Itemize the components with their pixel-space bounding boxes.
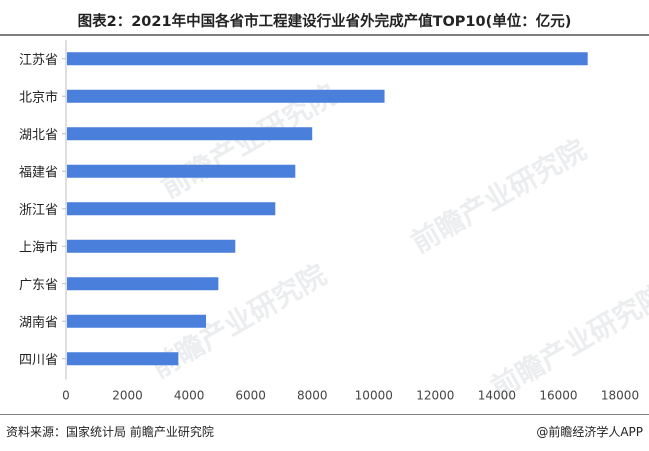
category-label: 福建省: [19, 165, 58, 180]
bar: [67, 314, 207, 328]
chart-title: 图表2：2021年中国各省市工程建设行业省外完成产值TOP10(单位：亿元): [77, 14, 572, 30]
category-label: 北京市: [19, 89, 58, 105]
bar: [67, 352, 179, 366]
brand-credit: @前瞻经济学人APP: [536, 425, 643, 439]
x-tick-label: 4000: [174, 389, 205, 403]
x-tick-label: 10000: [355, 389, 393, 403]
x-tick-label: 8000: [297, 389, 328, 403]
bar: [67, 89, 385, 103]
bar: [67, 239, 236, 253]
footer-divider: [0, 414, 649, 415]
bar: [67, 277, 219, 291]
category-label: 江苏省: [19, 52, 58, 68]
source-note: 资料来源：国家统计局 前瞻产业研究院: [6, 425, 214, 439]
x-tick-label: 2000: [112, 389, 143, 403]
x-tick-label: 16000: [539, 389, 577, 403]
category-label: 湖北省: [19, 128, 58, 143]
bar: [67, 164, 296, 178]
x-tick-label: 18000: [601, 389, 639, 403]
title-divider: [0, 34, 649, 36]
x-tick-label: 6000: [235, 389, 266, 403]
category-label: 广东省: [19, 278, 58, 293]
bar: [67, 202, 276, 216]
x-tick-label: 0: [62, 389, 70, 403]
category-label: 湖南省: [19, 314, 58, 330]
category-label: 四川省: [19, 353, 58, 368]
x-tick-label: 14000: [478, 389, 516, 403]
category-label: 上海市: [19, 239, 58, 255]
category-label: 浙江省: [19, 203, 58, 218]
bar: [67, 127, 313, 141]
x-tick-label: 12000: [416, 389, 454, 403]
bar: [67, 52, 588, 66]
